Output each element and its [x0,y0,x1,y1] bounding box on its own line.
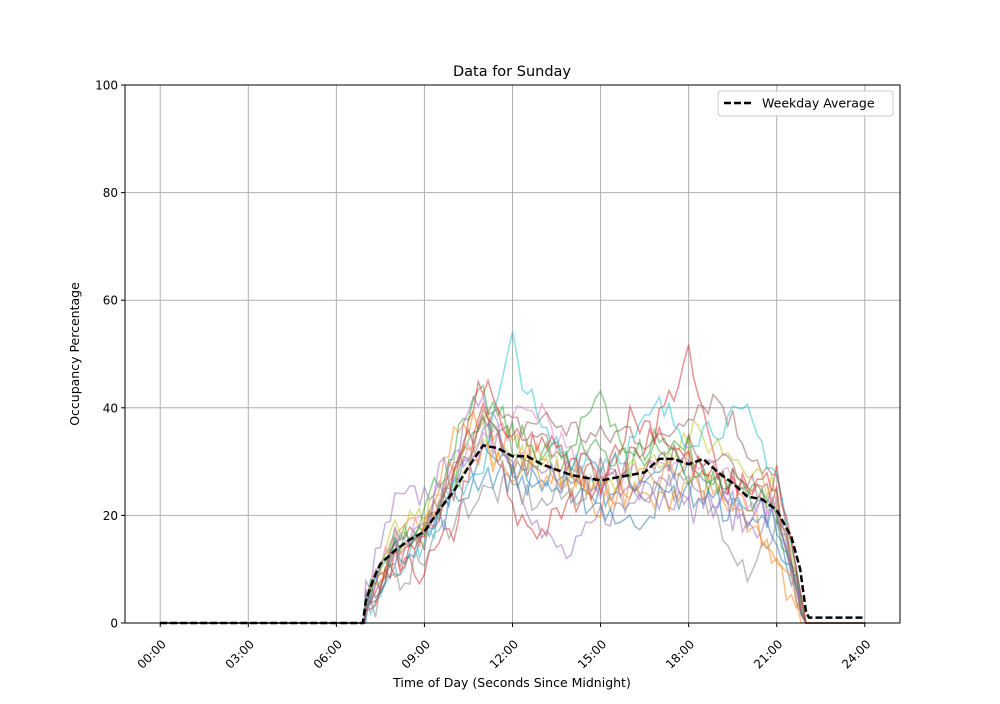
grid [125,84,900,624]
series-line [160,422,865,624]
x-tick-label: 12:00 [487,637,521,671]
y-tick-label: 60 [103,294,118,308]
x-tick-label: 09:00 [399,637,433,671]
legend-box [717,90,894,117]
y-tick-label: 100 [95,79,118,93]
legend-label-average: Weekday Average [762,96,875,111]
legend: Weekday Average [717,90,894,117]
y-tick-label: 20 [103,509,118,523]
series-line [160,407,865,624]
y-tick-label: 80 [103,186,118,200]
ticks: 00:00 03:00 06:00 09:00 12:00 15:00 18:00 21:00… [95,79,873,672]
x-tick-label: 15:00 [575,637,609,671]
average-line [160,444,865,625]
x-tick-label: 21:00 [751,637,785,671]
x-tick-label: 03:00 [223,637,257,671]
average-line-group [160,444,865,625]
series-line [160,442,865,624]
y-axis-label: Occupancy Percentage [67,282,82,426]
x-tick-label: 24:00 [839,637,873,671]
y-tick-label: 0 [110,617,118,631]
chart-title: Data for Sunday [453,64,571,80]
series-line [160,459,865,624]
series-line [160,331,865,624]
x-tick-label: 18:00 [663,637,697,671]
x-tick-label: 00:00 [135,637,169,671]
x-axis-label: Time of Day (Seconds Since Midnight) [392,675,631,690]
y-tick-label: 40 [103,401,118,415]
x-tick-label: 06:00 [311,637,345,671]
